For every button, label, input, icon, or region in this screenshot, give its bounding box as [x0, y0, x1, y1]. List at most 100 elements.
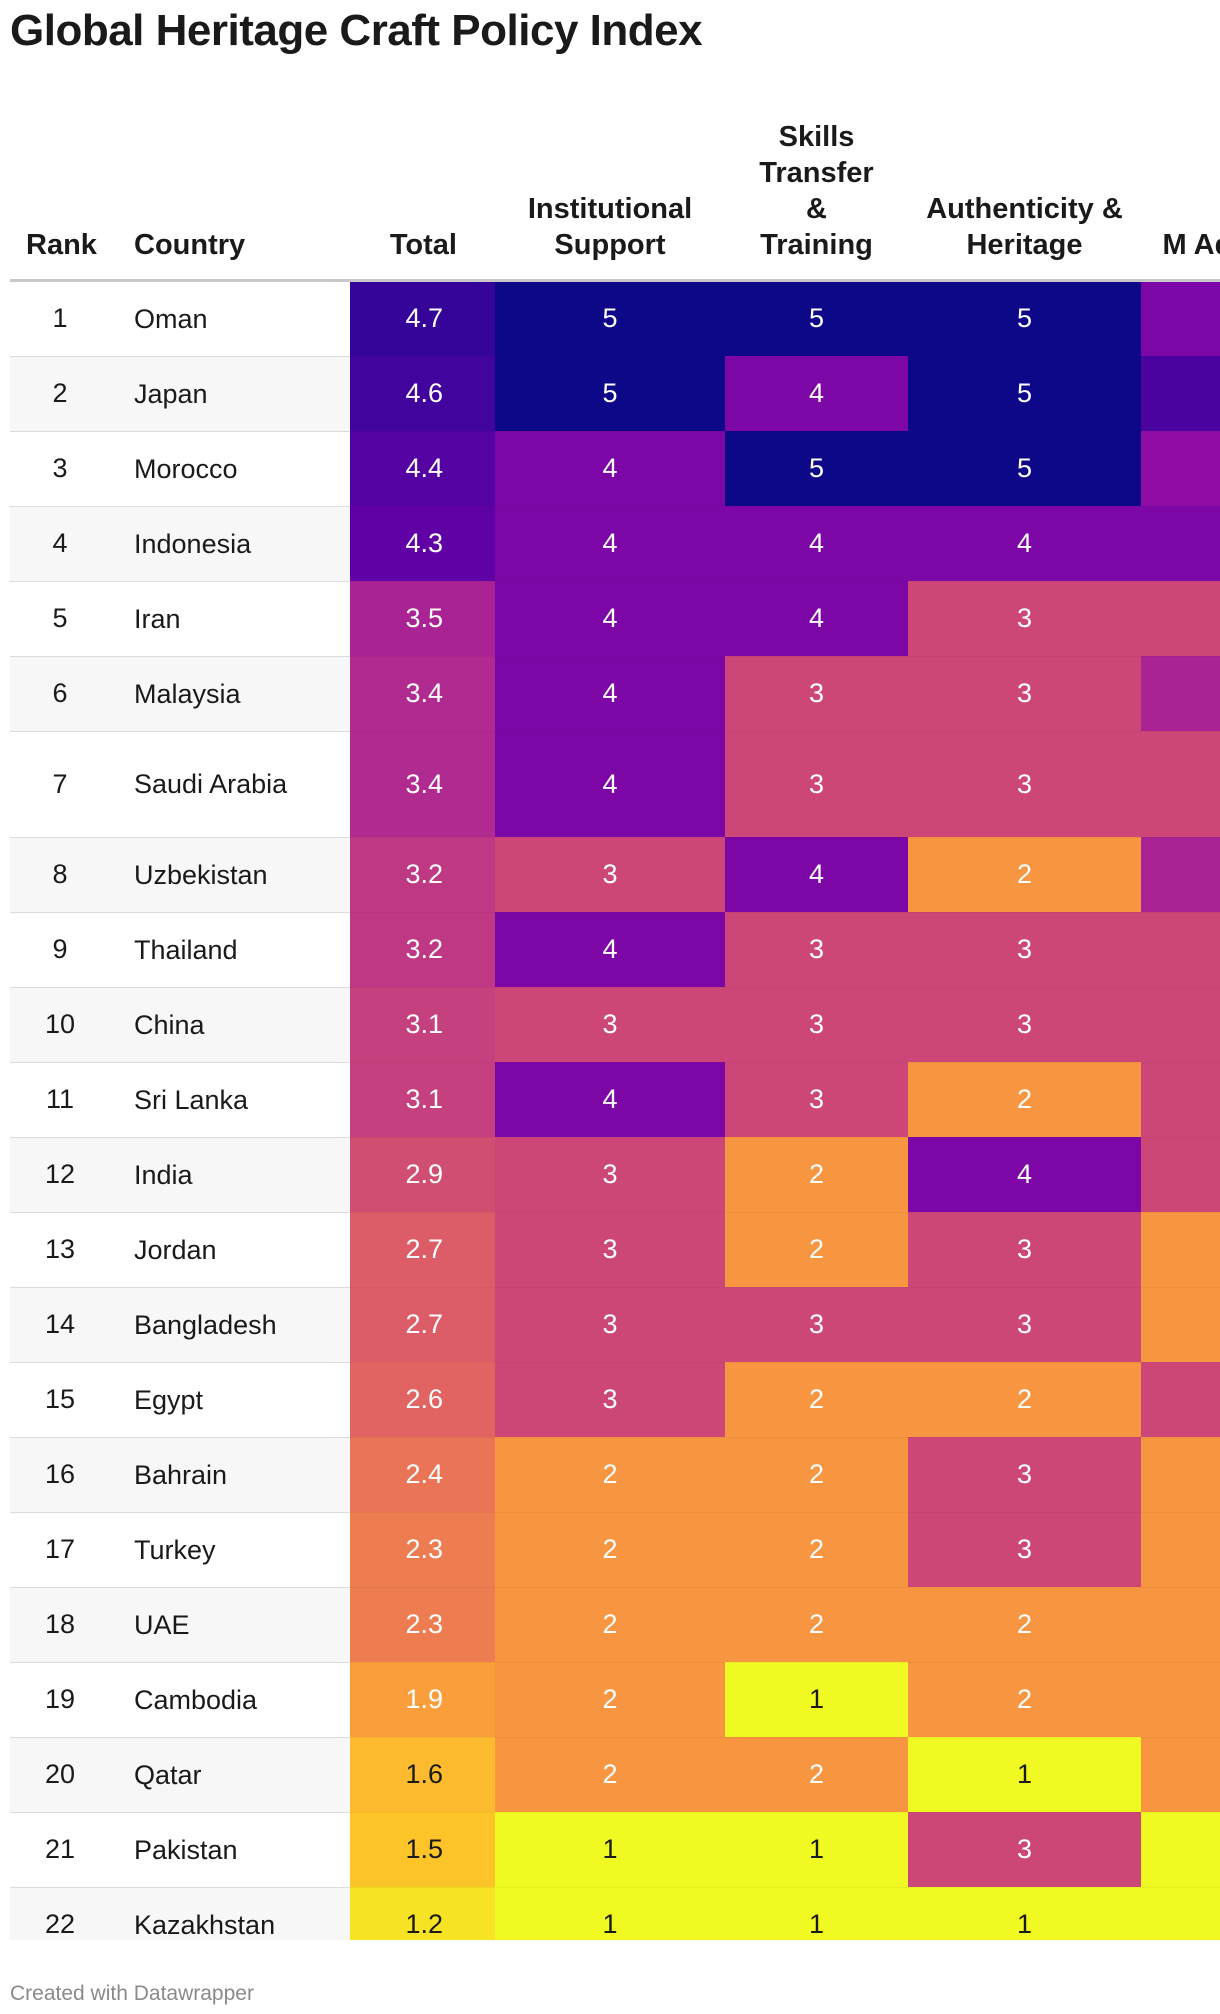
authenticity-heritage-cell: 5 — [908, 356, 1141, 432]
skills-transfer-cell: 3 — [725, 1062, 908, 1138]
institutional-support-cell: 1 — [495, 1887, 725, 1940]
institutional-support-cell: 3 — [495, 1212, 725, 1288]
country-cell: Cambodia — [110, 1662, 350, 1738]
authenticity-heritage-cell: 2 — [908, 1362, 1141, 1438]
skills-transfer-cell: 3 — [725, 987, 908, 1063]
skills-transfer-cell: 4 — [725, 356, 908, 432]
institutional-support-cell: 4 — [495, 506, 725, 582]
authenticity-heritage-cell: 3 — [908, 581, 1141, 657]
skills-transfer-cell: 4 — [725, 506, 908, 582]
rank-cell: 9 — [10, 912, 110, 988]
authenticity-heritage-cell: 3 — [908, 1287, 1141, 1363]
column-header-rank[interactable]: Rank — [10, 110, 110, 282]
rank-cell: 12 — [10, 1137, 110, 1213]
table-row: 9 Thailand 3.2 4 3 3 — [10, 912, 1220, 988]
table-row: 21 Pakistan 1.5 1 1 3 — [10, 1812, 1220, 1888]
country-cell: Qatar — [110, 1737, 350, 1813]
total-cell: 4.3 — [350, 506, 495, 582]
market-adaptation-cell — [1141, 1812, 1220, 1888]
skills-transfer-cell: 5 — [725, 280, 908, 357]
header-row: Rank Country Total Institutional Support… — [10, 110, 1220, 282]
authenticity-heritage-cell: 3 — [908, 1512, 1141, 1588]
institutional-support-cell: 2 — [495, 1737, 725, 1813]
table-row: 1 Oman 4.7 5 5 5 — [10, 280, 1220, 357]
table-row: 7 Saudi Arabia 3.4 4 3 3 — [10, 731, 1220, 838]
total-cell: 2.7 — [350, 1212, 495, 1288]
institutional-support-cell: 4 — [495, 731, 725, 838]
market-adaptation-cell — [1141, 1362, 1220, 1438]
country-cell: India — [110, 1137, 350, 1213]
institutional-support-cell: 3 — [495, 1362, 725, 1438]
authenticity-heritage-cell: 3 — [908, 656, 1141, 732]
total-cell: 2.3 — [350, 1512, 495, 1588]
skills-transfer-cell: 4 — [725, 837, 908, 913]
total-cell: 2.9 — [350, 1137, 495, 1213]
table-row: 16 Bahrain 2.4 2 2 3 — [10, 1437, 1220, 1513]
total-cell: 1.6 — [350, 1737, 495, 1813]
authenticity-heritage-cell: 4 — [908, 506, 1141, 582]
authenticity-heritage-cell: 4 — [908, 1137, 1141, 1213]
market-adaptation-cell — [1141, 656, 1220, 732]
market-adaptation-cell — [1141, 431, 1220, 507]
table-row: 11 Sri Lanka 3.1 4 3 2 — [10, 1062, 1220, 1138]
column-header-skills-transfer[interactable]: Skills Transfer & Training — [725, 110, 908, 282]
rank-cell: 10 — [10, 987, 110, 1063]
market-adaptation-cell — [1141, 1437, 1220, 1513]
total-cell: 2.7 — [350, 1287, 495, 1363]
market-adaptation-cell — [1141, 581, 1220, 657]
institutional-support-cell: 2 — [495, 1662, 725, 1738]
rank-cell: 13 — [10, 1212, 110, 1288]
table-row: 2 Japan 4.6 5 4 5 — [10, 356, 1220, 432]
skills-transfer-cell: 2 — [725, 1737, 908, 1813]
market-adaptation-cell — [1141, 506, 1220, 582]
institutional-support-cell: 4 — [495, 431, 725, 507]
institutional-support-cell: 4 — [495, 581, 725, 657]
rank-cell: 5 — [10, 581, 110, 657]
table-row: 13 Jordan 2.7 3 2 3 — [10, 1212, 1220, 1288]
authenticity-heritage-cell: 3 — [908, 1212, 1141, 1288]
rank-cell: 18 — [10, 1587, 110, 1663]
country-cell: UAE — [110, 1587, 350, 1663]
table-row: 6 Malaysia 3.4 4 3 3 — [10, 656, 1220, 732]
table-row: 22 Kazakhstan 1.2 1 1 1 — [10, 1887, 1220, 1940]
skills-transfer-cell: 2 — [725, 1512, 908, 1588]
country-cell: China — [110, 987, 350, 1063]
market-adaptation-cell — [1141, 912, 1220, 988]
institutional-support-cell: 3 — [495, 987, 725, 1063]
total-cell: 1.2 — [350, 1887, 495, 1940]
authenticity-heritage-cell: 1 — [908, 1887, 1141, 1940]
country-cell: Oman — [110, 280, 350, 357]
authenticity-heritage-cell: 5 — [908, 280, 1141, 357]
authenticity-heritage-cell: 3 — [908, 987, 1141, 1063]
institutional-support-cell: 4 — [495, 912, 725, 988]
column-header-total[interactable]: Total — [350, 110, 495, 282]
skills-transfer-cell: 3 — [725, 912, 908, 988]
skills-transfer-cell: 1 — [725, 1662, 908, 1738]
column-header-country[interactable]: Country — [110, 110, 350, 282]
institutional-support-cell: 3 — [495, 837, 725, 913]
rank-cell: 20 — [10, 1737, 110, 1813]
table-row: 12 India 2.9 3 2 4 — [10, 1137, 1220, 1213]
rank-cell: 11 — [10, 1062, 110, 1138]
total-cell: 3.2 — [350, 837, 495, 913]
country-cell: Indonesia — [110, 506, 350, 582]
total-cell: 3.5 — [350, 581, 495, 657]
market-adaptation-cell — [1141, 837, 1220, 913]
table-row: 20 Qatar 1.6 2 2 1 — [10, 1737, 1220, 1813]
rank-cell: 14 — [10, 1287, 110, 1363]
table-row: 18 UAE 2.3 2 2 2 — [10, 1587, 1220, 1663]
table-row: 3 Morocco 4.4 4 5 5 — [10, 431, 1220, 507]
column-header-institutional-support[interactable]: Institutional Support — [495, 110, 725, 282]
column-header-authenticity-heritage[interactable]: Authenticity & Heritage — [908, 110, 1141, 282]
country-cell: Malaysia — [110, 656, 350, 732]
country-cell: Morocco — [110, 431, 350, 507]
rank-cell: 15 — [10, 1362, 110, 1438]
column-header-market-adaptation[interactable]: M Ada — [1141, 110, 1220, 282]
market-adaptation-cell — [1141, 1137, 1220, 1213]
market-adaptation-cell — [1141, 987, 1220, 1063]
authenticity-heritage-cell: 1 — [908, 1737, 1141, 1813]
skills-transfer-cell: 5 — [725, 431, 908, 507]
data-table-container: Rank Country Total Institutional Support… — [10, 110, 1220, 1940]
country-cell: Bahrain — [110, 1437, 350, 1513]
total-cell: 3.4 — [350, 731, 495, 838]
